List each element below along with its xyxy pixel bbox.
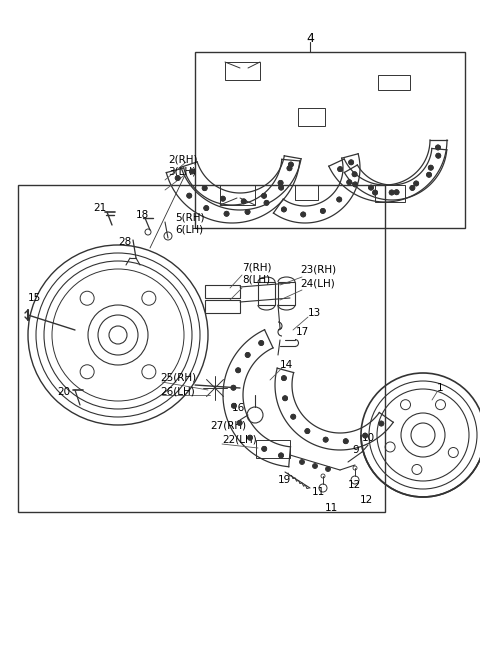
Circle shape xyxy=(231,385,236,390)
Circle shape xyxy=(204,205,209,211)
Bar xyxy=(18,185,385,512)
Circle shape xyxy=(372,190,378,195)
Bar xyxy=(225,62,260,80)
Circle shape xyxy=(288,162,293,167)
Text: 26(LH): 26(LH) xyxy=(160,386,195,396)
Circle shape xyxy=(283,396,288,401)
Bar xyxy=(205,300,240,313)
Circle shape xyxy=(337,167,343,172)
Circle shape xyxy=(278,180,283,186)
Bar xyxy=(378,75,410,90)
Circle shape xyxy=(428,165,433,170)
Bar xyxy=(256,440,290,458)
Circle shape xyxy=(410,186,415,190)
Circle shape xyxy=(245,352,250,358)
Text: 1: 1 xyxy=(437,383,444,393)
Text: 4: 4 xyxy=(306,31,314,45)
Text: 3(LH): 3(LH) xyxy=(168,167,196,177)
Text: 24(LH): 24(LH) xyxy=(300,278,335,288)
Circle shape xyxy=(379,421,384,426)
Bar xyxy=(278,282,295,305)
Circle shape xyxy=(352,172,357,176)
Text: 23(RH): 23(RH) xyxy=(300,265,336,275)
Circle shape xyxy=(248,435,252,440)
Circle shape xyxy=(262,446,267,451)
Text: 17: 17 xyxy=(296,327,309,337)
Text: 7(RH): 7(RH) xyxy=(242,263,272,273)
Circle shape xyxy=(436,154,441,158)
Circle shape xyxy=(325,466,331,472)
Circle shape xyxy=(264,200,269,205)
Circle shape xyxy=(305,428,310,434)
Bar xyxy=(298,108,325,126)
Circle shape xyxy=(236,368,240,373)
Circle shape xyxy=(348,160,354,165)
Circle shape xyxy=(220,196,226,201)
Circle shape xyxy=(323,437,328,442)
Text: 12: 12 xyxy=(360,495,373,505)
Circle shape xyxy=(389,190,394,195)
Circle shape xyxy=(279,185,284,190)
Text: 2(RH): 2(RH) xyxy=(168,155,197,165)
Circle shape xyxy=(241,199,246,204)
Bar xyxy=(220,185,255,205)
Text: 5(RH): 5(RH) xyxy=(175,213,204,223)
Text: 18: 18 xyxy=(136,210,149,220)
Circle shape xyxy=(278,453,284,458)
Text: 11: 11 xyxy=(325,503,338,513)
Circle shape xyxy=(353,182,358,187)
Text: 21: 21 xyxy=(93,203,106,213)
Circle shape xyxy=(343,439,348,443)
Circle shape xyxy=(363,433,368,438)
Circle shape xyxy=(347,180,352,185)
Circle shape xyxy=(237,420,242,425)
Circle shape xyxy=(414,181,419,186)
Circle shape xyxy=(320,209,325,213)
Circle shape xyxy=(202,186,207,191)
Text: 12: 12 xyxy=(348,480,361,490)
Text: 6(LH): 6(LH) xyxy=(175,225,203,235)
Circle shape xyxy=(281,207,287,212)
Text: 16: 16 xyxy=(232,403,245,413)
Circle shape xyxy=(394,190,399,195)
Circle shape xyxy=(259,340,264,346)
Circle shape xyxy=(245,209,250,215)
Circle shape xyxy=(175,176,180,180)
Circle shape xyxy=(369,185,373,190)
Text: 19: 19 xyxy=(278,475,291,485)
Text: 27(RH): 27(RH) xyxy=(210,420,246,430)
Circle shape xyxy=(281,376,287,380)
Circle shape xyxy=(427,173,432,177)
Circle shape xyxy=(187,193,192,198)
Circle shape xyxy=(231,403,237,408)
Text: 25(RH): 25(RH) xyxy=(160,373,196,383)
Circle shape xyxy=(435,145,441,150)
Text: 9: 9 xyxy=(352,445,359,455)
Circle shape xyxy=(300,212,306,217)
Circle shape xyxy=(224,211,229,216)
Circle shape xyxy=(337,197,342,202)
Text: 15: 15 xyxy=(28,293,41,303)
Bar xyxy=(258,282,275,305)
Text: 28: 28 xyxy=(118,237,131,247)
Bar xyxy=(205,285,240,298)
Bar xyxy=(375,185,405,202)
Circle shape xyxy=(291,414,296,419)
Text: 13: 13 xyxy=(308,308,321,318)
Text: 10: 10 xyxy=(362,433,375,443)
Circle shape xyxy=(287,166,292,171)
Text: 22(LH): 22(LH) xyxy=(222,435,257,445)
Text: 14: 14 xyxy=(280,360,293,370)
Text: 8(LH): 8(LH) xyxy=(242,275,270,285)
Circle shape xyxy=(262,194,266,198)
Bar xyxy=(195,52,465,228)
Text: 11: 11 xyxy=(312,487,325,497)
Circle shape xyxy=(312,464,317,468)
Circle shape xyxy=(190,169,194,174)
Bar xyxy=(295,185,318,200)
Text: 20: 20 xyxy=(57,387,70,397)
Circle shape xyxy=(300,459,304,464)
